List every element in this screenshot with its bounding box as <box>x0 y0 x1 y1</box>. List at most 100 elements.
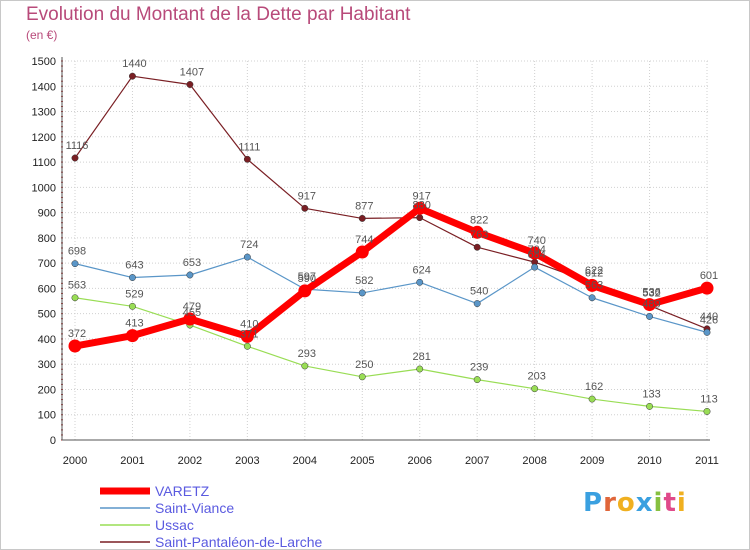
logo-letter: i <box>676 488 687 518</box>
data-point-saint-viance <box>531 263 539 271</box>
data-label-varetz: 413 <box>125 318 143 330</box>
x-tick-label: 2007 <box>465 455 489 467</box>
data-point-varetz <box>700 281 714 295</box>
data-label-saint-viance: 489 <box>642 298 660 310</box>
data-point-varetz <box>183 312 197 326</box>
series-line-varetz <box>74 204 708 350</box>
data-label-saint-pantaleon-de-larche: 1407 <box>180 66 204 78</box>
data-label-ussac: 281 <box>413 351 431 363</box>
y-tick-label: 200 <box>38 384 56 396</box>
y-tick-label: 700 <box>38 258 56 270</box>
y-tick-label: 1400 <box>32 81 56 93</box>
data-label-varetz: 612 <box>585 267 603 279</box>
data-label-saint-viance: 597 <box>298 271 316 283</box>
x-tick-label: 2008 <box>522 455 546 467</box>
x-tick-label: 2002 <box>178 455 202 467</box>
x-tick-label: 2011 <box>695 455 719 467</box>
data-point-ussac <box>531 385 539 393</box>
legend-label: Saint-Viance <box>155 500 234 516</box>
x-tick-label: 2006 <box>407 455 431 467</box>
y-tick-label: 1000 <box>32 182 56 194</box>
data-point-ussac <box>703 407 711 415</box>
data-label-ussac: 239 <box>470 362 488 374</box>
data-label-varetz: 372 <box>68 328 86 340</box>
data-label-saint-viance: 426 <box>700 314 718 326</box>
data-label-saint-pantaleon-de-larche: 1116 <box>66 140 89 152</box>
data-point-saint-viance <box>243 253 251 261</box>
data-point-saint-viance <box>129 274 136 281</box>
data-label-ussac: 133 <box>642 388 660 400</box>
logo-letter: P <box>583 488 604 518</box>
data-point-ussac <box>473 376 481 384</box>
data-label-varetz: 917 <box>413 190 431 202</box>
unit-label: (en €) <box>26 28 58 42</box>
legend-label: Saint-Pantaléon-de-Larche <box>155 534 323 550</box>
data-label-saint-pantaleon-de-larche: 1111 <box>238 141 260 153</box>
data-label-saint-viance: 643 <box>125 260 143 272</box>
data-point-varetz <box>643 298 657 312</box>
data-label-ussac: 371 <box>240 328 258 340</box>
y-tick-label: 1200 <box>32 132 56 144</box>
series-line-saint-viance <box>74 256 708 333</box>
data-label-ussac: 455 <box>183 307 201 319</box>
logo-letter: i <box>653 488 664 518</box>
data-point-ussac <box>416 365 424 373</box>
data-point-saint-viance <box>473 300 481 308</box>
data-label-saint-pantaleon-de-larche: 532 <box>642 288 660 300</box>
y-tick-label: 600 <box>38 283 56 295</box>
data-label-saint-pantaleon-de-larche: 622 <box>585 265 603 277</box>
logo-letter: r <box>603 488 617 518</box>
legend-label: VARETZ <box>155 483 210 499</box>
data-label-ussac: 250 <box>355 359 373 371</box>
data-point-saint-viance <box>416 278 424 286</box>
data-point-varetz <box>68 339 82 353</box>
data-label-saint-pantaleon-de-larche: 917 <box>298 190 316 202</box>
data-point-varetz <box>240 329 254 343</box>
data-label-varetz: 590 <box>298 273 316 285</box>
data-point-varetz <box>470 225 484 239</box>
data-label-saint-viance: 540 <box>470 286 488 298</box>
data-point-saint-pantaleon-de-larche <box>301 204 309 212</box>
y-tick-label: 900 <box>38 208 56 220</box>
data-point-ussac <box>71 294 79 302</box>
data-point-saint-pantaleon-de-larche <box>416 214 424 222</box>
data-point-saint-viance <box>588 294 596 302</box>
x-tick-label: 2005 <box>350 455 374 467</box>
data-point-ussac <box>301 362 309 370</box>
data-label-saint-pantaleon-de-larche: 704 <box>527 244 545 256</box>
data-point-varetz <box>585 278 599 292</box>
data-point-ussac <box>358 373 366 381</box>
data-label-ussac: 529 <box>125 288 143 300</box>
data-label-varetz: 601 <box>700 270 718 282</box>
data-label-varetz: 744 <box>355 234 373 246</box>
data-point-varetz <box>355 245 369 259</box>
data-point-saint-viance <box>358 289 366 297</box>
x-tick-label: 2009 <box>580 455 604 467</box>
data-point-ussac <box>243 342 251 350</box>
logo-letter: t <box>663 488 677 518</box>
data-point-saint-pantaleon-de-larche <box>473 243 481 251</box>
data-label-saint-viance: 563 <box>585 280 603 292</box>
legend-label: Ussac <box>155 517 194 533</box>
y-tick-label: 300 <box>38 359 56 371</box>
data-label-saint-viance: 624 <box>413 264 431 276</box>
data-label-saint-pantaleon-de-larche: 880 <box>413 200 431 212</box>
y-tick-label: 500 <box>38 309 56 321</box>
y-tick-label: 1500 <box>32 56 56 68</box>
data-label-saint-pantaleon-de-larche: 877 <box>355 200 373 212</box>
x-tick-label: 2003 <box>235 455 259 467</box>
data-point-varetz <box>413 201 427 215</box>
data-label-ussac: 113 <box>700 393 718 405</box>
y-tick-label: 0 <box>50 435 56 447</box>
data-label-saint-pantaleon-de-larche: 763 <box>470 229 488 241</box>
data-label-ussac: 203 <box>527 371 545 383</box>
x-tick-label: 2000 <box>63 455 87 467</box>
data-label-saint-pantaleon-de-larche: 440 <box>700 311 718 323</box>
data-point-ussac <box>646 402 653 410</box>
data-label-saint-viance: 582 <box>355 275 373 287</box>
data-point-saint-pantaleon-de-larche <box>358 214 366 222</box>
data-point-saint-pantaleon-de-larche <box>129 72 136 80</box>
x-tick-label: 2001 <box>120 455 144 467</box>
